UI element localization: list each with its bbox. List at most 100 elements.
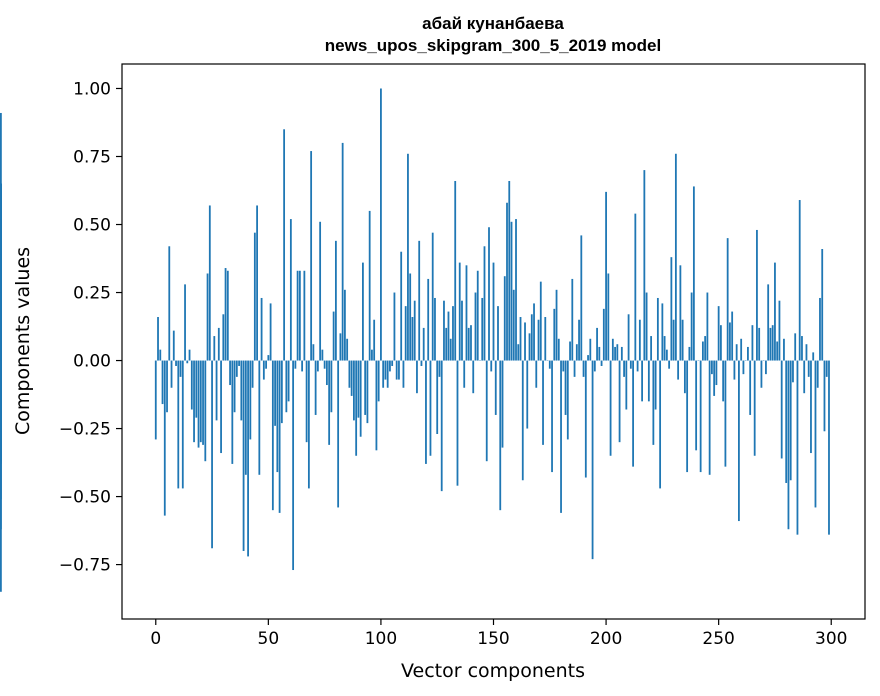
x-tick-label: 0 bbox=[150, 629, 161, 649]
bar bbox=[729, 322, 731, 361]
bar bbox=[348, 360, 351, 388]
bar bbox=[530, 314, 533, 361]
bar bbox=[316, 360, 319, 372]
bar bbox=[289, 219, 292, 361]
bar bbox=[456, 360, 459, 486]
bar bbox=[226, 270, 229, 361]
bar bbox=[814, 360, 817, 508]
bar bbox=[704, 336, 707, 361]
bar bbox=[515, 219, 517, 361]
bar bbox=[792, 360, 794, 383]
bar bbox=[598, 346, 601, 361]
bar bbox=[771, 325, 774, 361]
bar bbox=[488, 227, 490, 361]
bar bbox=[699, 360, 702, 473]
bar bbox=[413, 300, 416, 361]
bar bbox=[508, 180, 511, 361]
bar bbox=[625, 360, 628, 410]
bar bbox=[609, 360, 612, 456]
bar bbox=[256, 205, 258, 361]
bar bbox=[798, 200, 801, 361]
bar bbox=[247, 360, 249, 557]
bar bbox=[161, 360, 164, 405]
bar bbox=[749, 360, 752, 415]
bar bbox=[211, 360, 213, 549]
bar bbox=[382, 360, 385, 388]
bar bbox=[267, 355, 270, 361]
bar bbox=[634, 213, 637, 361]
bar bbox=[765, 360, 767, 375]
bar bbox=[364, 360, 367, 415]
bar bbox=[0, 292, 2, 361]
bar bbox=[582, 360, 585, 377]
bar bbox=[296, 270, 299, 361]
bar bbox=[526, 360, 529, 429]
bar bbox=[253, 232, 256, 361]
bar bbox=[420, 360, 423, 366]
bar bbox=[778, 300, 781, 361]
bar bbox=[244, 360, 247, 475]
bar bbox=[240, 360, 243, 421]
bar bbox=[213, 336, 216, 361]
bar bbox=[373, 319, 376, 361]
bar bbox=[715, 360, 718, 386]
bar bbox=[332, 311, 335, 361]
bar bbox=[199, 360, 202, 443]
bar bbox=[663, 336, 666, 361]
bar bbox=[458, 262, 461, 361]
y-tick-label: 0.75 bbox=[73, 148, 111, 168]
bar bbox=[742, 360, 745, 375]
bar bbox=[278, 360, 281, 513]
bar bbox=[679, 265, 682, 361]
bar bbox=[292, 360, 295, 571]
bar bbox=[557, 338, 560, 361]
bar bbox=[819, 297, 821, 361]
bar bbox=[656, 297, 659, 361]
bar bbox=[170, 360, 173, 388]
bar bbox=[688, 346, 691, 361]
bar bbox=[794, 333, 797, 361]
bar bbox=[690, 292, 693, 361]
bar bbox=[783, 338, 785, 361]
bar-series bbox=[0, 88, 830, 592]
bar bbox=[591, 360, 594, 560]
bar bbox=[760, 360, 763, 388]
chart-subtitle: news_upos_skipgram_300_5_2019 model bbox=[325, 36, 661, 55]
bar bbox=[724, 360, 727, 467]
bar bbox=[780, 360, 783, 459]
bar bbox=[436, 360, 439, 434]
bar bbox=[731, 311, 734, 361]
bar bbox=[632, 360, 634, 467]
bar bbox=[587, 355, 589, 361]
bar bbox=[323, 360, 326, 369]
bar bbox=[503, 276, 506, 361]
y-tick-label: −0.75 bbox=[59, 556, 111, 576]
x-tick-label: 150 bbox=[477, 629, 509, 649]
bar bbox=[350, 360, 353, 396]
bar bbox=[344, 289, 346, 361]
bar bbox=[447, 311, 450, 361]
bar bbox=[828, 360, 830, 535]
bar bbox=[339, 333, 342, 361]
bar bbox=[310, 151, 313, 361]
bar bbox=[371, 349, 373, 361]
bar bbox=[600, 360, 603, 366]
x-axis-ticks: 0 50 100 150 200 250 300 bbox=[150, 619, 847, 649]
bar bbox=[665, 349, 668, 361]
bar bbox=[686, 360, 689, 473]
bar bbox=[575, 344, 578, 361]
bar bbox=[706, 292, 709, 361]
bar bbox=[652, 360, 655, 445]
bar bbox=[325, 360, 328, 386]
bar bbox=[535, 360, 538, 388]
bar bbox=[708, 360, 711, 475]
bar bbox=[197, 360, 200, 448]
bar bbox=[618, 360, 621, 443]
bar bbox=[393, 292, 396, 361]
bar bbox=[269, 303, 272, 361]
bar bbox=[154, 360, 157, 440]
bar bbox=[467, 327, 470, 361]
bar bbox=[445, 327, 448, 361]
bar bbox=[307, 360, 310, 489]
bar bbox=[276, 360, 279, 473]
